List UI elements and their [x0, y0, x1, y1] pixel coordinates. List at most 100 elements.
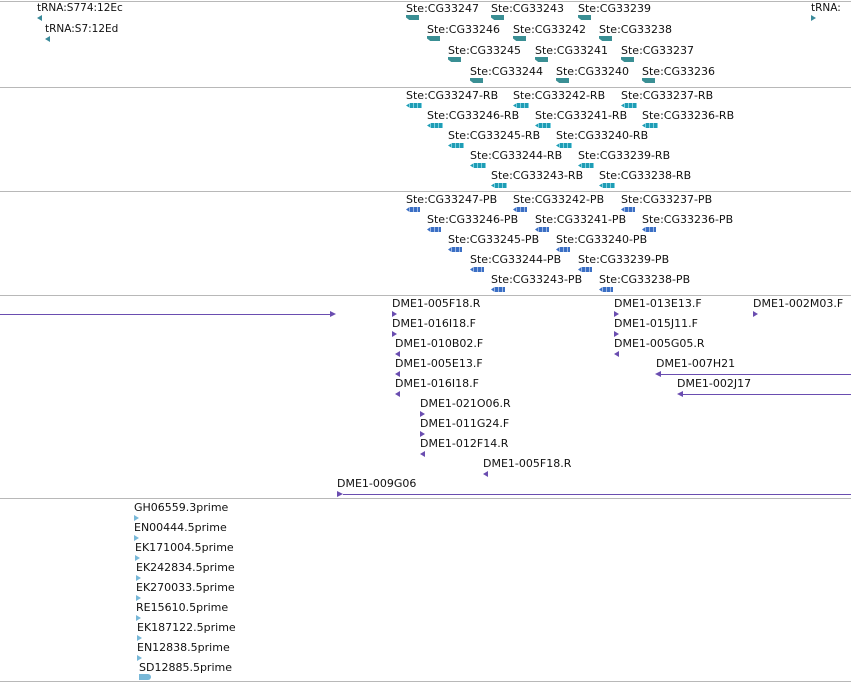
- transcript-feature[interactable]: [578, 163, 594, 168]
- protein-feature[interactable]: [448, 247, 462, 252]
- protein-feature[interactable]: [599, 287, 613, 292]
- gene-feature[interactable]: [621, 57, 634, 62]
- est-feature[interactable]: [139, 674, 151, 680]
- transcript-label[interactable]: Ste:CG33239-RB: [578, 149, 671, 162]
- gene-feature[interactable]: [470, 78, 483, 83]
- clone-label[interactable]: DME1-016I18.F: [392, 317, 476, 330]
- transcript-label[interactable]: Ste:CG33237-RB: [621, 89, 714, 102]
- gene-label[interactable]: Ste:CG33239: [578, 2, 651, 15]
- est-label[interactable]: EK242834.5prime: [136, 561, 235, 574]
- protein-label[interactable]: Ste:CG33247-PB: [406, 193, 498, 206]
- protein-label[interactable]: Ste:CG33245-PB: [448, 233, 540, 246]
- clone-label[interactable]: DME1-013E13.F: [614, 297, 702, 310]
- gene-feature[interactable]: [578, 15, 591, 20]
- clone-span-line[interactable]: [661, 374, 851, 375]
- est-marker[interactable]: [137, 655, 142, 661]
- protein-feature[interactable]: [427, 227, 441, 232]
- clone-label[interactable]: DME1-016I18.F: [395, 377, 479, 390]
- clone-label[interactable]: DME1-010B02.F: [395, 337, 484, 350]
- gene-label[interactable]: Ste:CG33244: [470, 65, 543, 78]
- protein-feature[interactable]: [470, 267, 484, 272]
- protein-label[interactable]: Ste:CG33244-PB: [470, 253, 562, 266]
- gene-feature[interactable]: [448, 57, 461, 62]
- trna-label[interactable]: tRNA:: [811, 2, 841, 14]
- trna-label[interactable]: tRNA:S7:12Ed: [45, 23, 119, 35]
- clone-end-marker[interactable]: [395, 391, 400, 397]
- protein-feature[interactable]: [406, 207, 420, 212]
- transcript-label[interactable]: Ste:CG33236-RB: [642, 109, 735, 122]
- est-marker[interactable]: [136, 575, 141, 581]
- gene-label[interactable]: Ste:CG33237: [621, 44, 694, 57]
- protein-label[interactable]: Ste:CG33246-PB: [427, 213, 519, 226]
- clone-label[interactable]: DME1-005E13.F: [395, 357, 483, 370]
- gene-label[interactable]: Ste:CG33245: [448, 44, 521, 57]
- clone-end-marker[interactable]: [753, 311, 758, 317]
- clone-end-marker[interactable]: [395, 371, 400, 377]
- est-marker[interactable]: [136, 615, 141, 621]
- protein-feature[interactable]: [556, 247, 570, 252]
- clone-label[interactable]: DME1-009G06: [337, 477, 417, 490]
- protein-label[interactable]: Ste:CG33242-PB: [513, 193, 605, 206]
- protein-label[interactable]: Ste:CG33239-PB: [578, 253, 670, 266]
- transcript-feature[interactable]: [491, 183, 507, 188]
- gene-feature[interactable]: [427, 36, 440, 41]
- clone-label[interactable]: DME1-012F14.R: [420, 437, 509, 450]
- est-label[interactable]: RE15610.5prime: [136, 601, 229, 614]
- transcript-feature[interactable]: [621, 103, 637, 108]
- est-marker[interactable]: [134, 535, 139, 541]
- transcript-label[interactable]: Ste:CG33241-RB: [535, 109, 628, 122]
- est-marker[interactable]: [135, 555, 140, 561]
- clone-label[interactable]: DME1-007H21: [656, 357, 736, 370]
- trna-feature[interactable]: [37, 15, 42, 21]
- clone-end-marker[interactable]: [392, 311, 397, 317]
- est-label[interactable]: EK270033.5prime: [136, 581, 235, 594]
- est-label[interactable]: SD12885.5prime: [139, 661, 232, 674]
- trna-feature[interactable]: [811, 15, 816, 21]
- transcript-label[interactable]: Ste:CG33245-RB: [448, 129, 541, 142]
- clone-label[interactable]: DME1-005F18.R: [483, 457, 572, 470]
- transcript-label[interactable]: Ste:CG33238-RB: [599, 169, 692, 182]
- gene-feature[interactable]: [535, 57, 548, 62]
- protein-label[interactable]: Ste:CG33243-PB: [491, 273, 583, 286]
- transcript-label[interactable]: Ste:CG33242-RB: [513, 89, 606, 102]
- transcript-feature[interactable]: [406, 103, 422, 108]
- clone-span-line[interactable]: [0, 314, 330, 315]
- gene-label[interactable]: Ste:CG33240: [556, 65, 629, 78]
- protein-feature[interactable]: [621, 207, 635, 212]
- transcript-label[interactable]: Ste:CG33244-RB: [470, 149, 563, 162]
- clone-end-marker[interactable]: [614, 331, 619, 337]
- clone-end-marker[interactable]: [420, 411, 425, 417]
- clone-end-marker[interactable]: [614, 311, 619, 317]
- transcript-label[interactable]: Ste:CG33246-RB: [427, 109, 520, 122]
- clone-end-marker[interactable]: [420, 431, 425, 437]
- transcript-label[interactable]: Ste:CG33240-RB: [556, 129, 649, 142]
- clone-arrow[interactable]: [337, 491, 343, 497]
- protein-label[interactable]: Ste:CG33241-PB: [535, 213, 627, 226]
- transcript-feature[interactable]: [642, 123, 658, 128]
- transcript-feature[interactable]: [535, 123, 551, 128]
- transcript-feature[interactable]: [470, 163, 486, 168]
- protein-feature[interactable]: [535, 227, 549, 232]
- protein-feature[interactable]: [491, 287, 505, 292]
- gene-label[interactable]: Ste:CG33243: [491, 2, 564, 15]
- est-marker[interactable]: [137, 635, 142, 641]
- gene-feature[interactable]: [491, 15, 504, 20]
- gene-feature[interactable]: [406, 15, 419, 20]
- clone-arrow[interactable]: [677, 391, 683, 397]
- gene-label[interactable]: Ste:CG33238: [599, 23, 672, 36]
- clone-end-marker[interactable]: [483, 471, 488, 477]
- protein-label[interactable]: Ste:CG33236-PB: [642, 213, 734, 226]
- gene-feature[interactable]: [556, 78, 569, 83]
- clone-label[interactable]: DME1-002M03.F: [753, 297, 844, 310]
- gene-label[interactable]: Ste:CG33242: [513, 23, 586, 36]
- est-label[interactable]: EK171004.5prime: [135, 541, 234, 554]
- est-label[interactable]: EN12838.5prime: [137, 641, 230, 654]
- gene-feature[interactable]: [513, 36, 526, 41]
- clone-label[interactable]: DME1-015J11.F: [614, 317, 698, 330]
- gene-label[interactable]: Ste:CG33241: [535, 44, 608, 57]
- transcript-feature[interactable]: [448, 143, 464, 148]
- clone-span-line[interactable]: [683, 394, 851, 395]
- transcript-feature[interactable]: [599, 183, 615, 188]
- protein-label[interactable]: Ste:CG33240-PB: [556, 233, 648, 246]
- est-marker[interactable]: [136, 595, 141, 601]
